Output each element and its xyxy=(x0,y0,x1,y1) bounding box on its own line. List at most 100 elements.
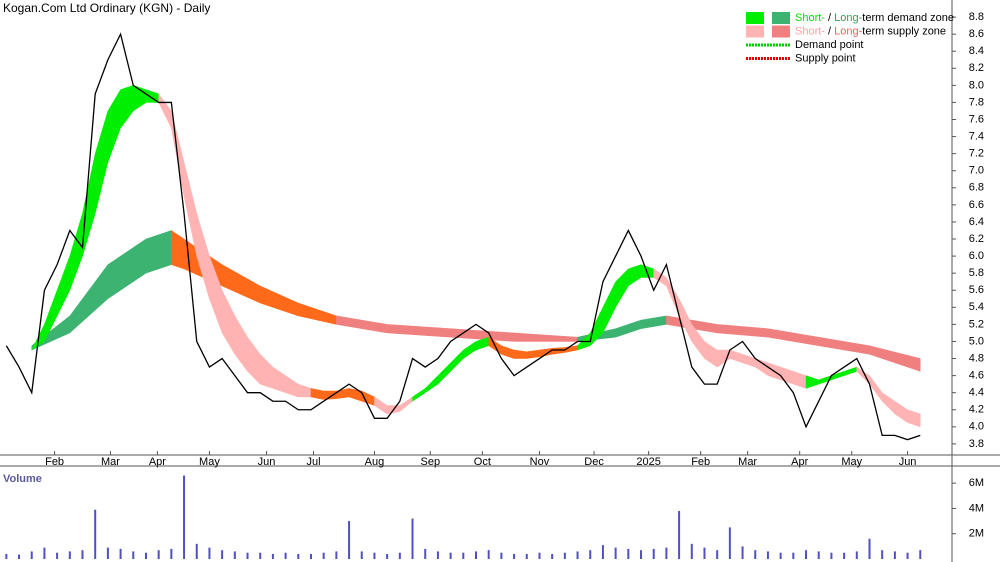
volume-bar xyxy=(309,553,312,559)
y-tick-label: 7.8 xyxy=(969,96,984,108)
volume-bar xyxy=(43,547,46,559)
volume-bar xyxy=(525,553,528,559)
x-tick-label: 2025 xyxy=(636,456,660,468)
volume-bar xyxy=(728,527,731,559)
volume-bar xyxy=(322,552,325,559)
volume-bar xyxy=(348,521,351,559)
zone xyxy=(374,396,413,415)
volume-bar xyxy=(297,553,300,559)
volume-bar xyxy=(792,552,795,559)
volume-bar xyxy=(411,518,414,559)
volume-bar xyxy=(157,550,160,559)
legend-swatch xyxy=(772,25,790,38)
volume-bar xyxy=(665,547,668,559)
y-tick-label: 5.0 xyxy=(969,335,984,347)
zone xyxy=(412,336,489,402)
volume-bar xyxy=(233,551,236,559)
volume-bar xyxy=(881,550,884,559)
y-tick-label: 7.4 xyxy=(969,130,984,142)
legend-text: / xyxy=(825,25,834,37)
y-tick-label: 3.8 xyxy=(969,438,984,450)
y-tick-label: 6.0 xyxy=(969,250,984,262)
volume-bar xyxy=(551,553,554,559)
volume-bar xyxy=(5,553,8,559)
x-tick-label: May xyxy=(841,456,862,468)
volume-bar xyxy=(436,551,439,559)
x-tick-label: Jul xyxy=(306,456,320,468)
volume-bar xyxy=(170,548,173,559)
volume-bar xyxy=(513,553,516,559)
volume-bar xyxy=(868,538,871,559)
y-tick-label: 8.2 xyxy=(969,62,984,74)
volume-bar xyxy=(563,552,566,559)
legend-text: Supply point xyxy=(795,52,856,64)
x-tick-label: Apr xyxy=(149,456,166,468)
x-tick-label: Aug xyxy=(365,456,385,468)
volume-bar xyxy=(919,550,922,559)
volume-bar xyxy=(373,552,376,559)
y-tick-label: 8.0 xyxy=(969,79,984,91)
y-tick-label: 8.4 xyxy=(969,45,984,57)
y-tick-label: 2M xyxy=(969,528,984,540)
y-tick-label: 7.0 xyxy=(969,165,984,177)
volume-bar xyxy=(817,551,820,559)
price-line xyxy=(5,32,921,441)
volume-bar xyxy=(906,552,909,559)
x-tick-label: Mar xyxy=(738,456,757,468)
zone xyxy=(856,366,921,428)
y-tick-label: 6.2 xyxy=(969,233,984,245)
volume-bar xyxy=(754,550,757,559)
volume-bar xyxy=(830,552,833,559)
y-tick-label: 7.2 xyxy=(969,148,984,160)
y-tick-label: 4.0 xyxy=(969,421,984,433)
legend-text: / xyxy=(825,12,834,24)
volume-bar xyxy=(56,552,59,559)
x-tick-label: Oct xyxy=(474,456,491,468)
x-tick-label: Sep xyxy=(421,456,441,468)
volume-bar xyxy=(81,550,84,559)
volume-bar xyxy=(893,551,896,559)
volume-bar xyxy=(678,510,681,559)
x-tick-label: Nov xyxy=(530,456,550,468)
x-tick-label: Apr xyxy=(791,456,808,468)
volume-bar xyxy=(106,547,109,559)
legend-text: Long- xyxy=(834,25,862,37)
volume-bar xyxy=(462,552,465,559)
legend-text: Short- xyxy=(795,25,825,37)
volume-bar xyxy=(716,550,719,559)
legend-label: Short- / Long-term demand zone xyxy=(795,12,954,24)
zone xyxy=(805,366,858,389)
volume-bar xyxy=(614,547,617,559)
volume-bar xyxy=(132,551,135,559)
legend-text: Demand point xyxy=(795,39,864,51)
volume-bar xyxy=(246,552,249,559)
volume-bar xyxy=(627,548,630,559)
volume-bar xyxy=(94,509,97,559)
x-tick-label: Jun xyxy=(258,456,276,468)
legend-label: Demand point xyxy=(795,39,864,51)
volume-bar xyxy=(284,552,287,559)
volume-bar xyxy=(741,546,744,559)
legend-swatch xyxy=(746,12,764,24)
volume-bar xyxy=(576,551,579,559)
legend-label: Supply point xyxy=(795,52,856,64)
y-tick-label: 4.8 xyxy=(969,352,984,364)
volume-bar xyxy=(538,552,541,559)
chart-title: Kogan.Com Ltd Ordinary (KGN) - Daily xyxy=(3,1,210,15)
volume-bar xyxy=(259,552,262,559)
y-tick-label: 6.6 xyxy=(969,199,984,211)
volume-bar xyxy=(652,548,655,559)
y-tick-label: 5.6 xyxy=(969,284,984,296)
volume-bar xyxy=(335,551,338,559)
x-tick-label: Feb xyxy=(691,456,710,468)
volume-bar xyxy=(449,552,452,559)
y-tick-label: 8.6 xyxy=(969,28,984,40)
legend-text: Long- xyxy=(834,12,862,24)
volume-bar xyxy=(68,551,71,559)
y-tick-label: 6M xyxy=(969,477,984,489)
volume-bar xyxy=(386,553,389,559)
x-tick-label: Feb xyxy=(45,456,64,468)
volume-bar xyxy=(855,551,858,559)
volume-bar xyxy=(18,554,21,559)
